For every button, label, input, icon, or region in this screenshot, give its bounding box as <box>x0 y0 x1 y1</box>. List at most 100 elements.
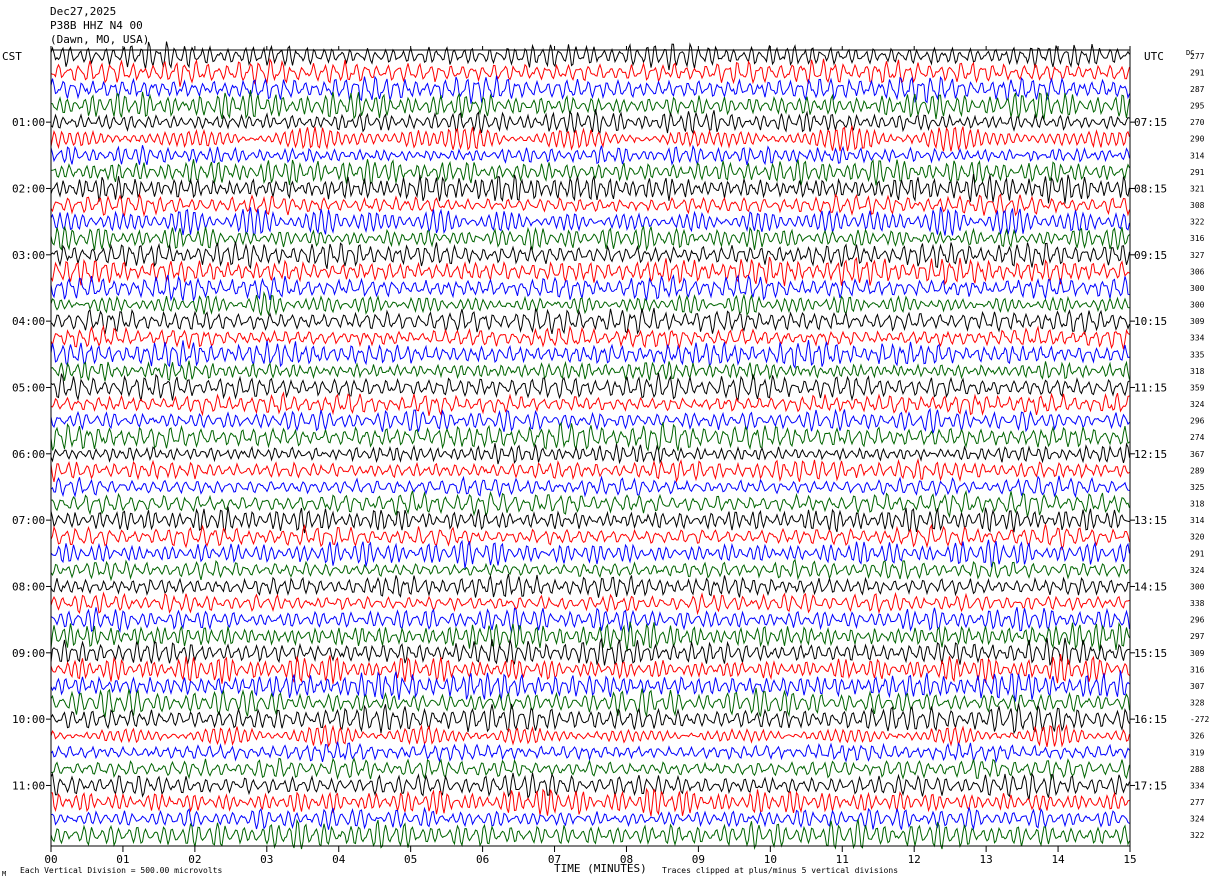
left-hour-label: 11:00 <box>12 779 45 792</box>
dc-offset-value: 334 <box>1190 781 1205 790</box>
trace-line-42 <box>50 723 1130 748</box>
dc-offset-value: 297 <box>1190 632 1205 641</box>
x-tick-label-01: 01 <box>116 853 129 866</box>
dc-offset-value: 274 <box>1190 433 1205 442</box>
dc-offset-value: 288 <box>1190 765 1205 774</box>
right-hour-label: 17:15 <box>1134 779 1167 792</box>
trace-line-27 <box>50 475 1130 499</box>
right-hour-label: 08:15 <box>1134 182 1167 195</box>
scale-note: Each Vertical Division = 500.00 microvol… <box>20 866 223 875</box>
dc-offset-value: 300 <box>1190 582 1205 591</box>
x-tick-label-09: 09 <box>692 853 705 866</box>
dc-offset-value: 277 <box>1190 52 1205 61</box>
trace-line-39 <box>50 670 1130 702</box>
header-date: Dec27,2025 <box>50 5 117 18</box>
axis-group <box>46 46 1135 852</box>
right-hour-label: 09:15 <box>1134 249 1167 262</box>
clip-note: Traces clipped at plus/minus 5 vertical … <box>662 866 899 875</box>
dc-offset-value: 324 <box>1190 400 1205 409</box>
x-tick-label-13: 13 <box>980 853 993 866</box>
trace-line-40 <box>50 687 1130 718</box>
trace-line-13 <box>50 241 1130 270</box>
dc-offset-value: 287 <box>1190 85 1205 94</box>
dc-offset-value: 314 <box>1190 151 1205 160</box>
trace-line-17 <box>50 307 1130 336</box>
trace-line-26 <box>50 457 1130 483</box>
dc-offset-value: 367 <box>1190 450 1205 459</box>
trace-line-4 <box>50 89 1130 120</box>
dc-offset-value: 307 <box>1190 682 1205 691</box>
trace-line-28 <box>50 489 1130 519</box>
trace-line-41 <box>50 703 1130 735</box>
dc-offset-value: 338 <box>1190 599 1205 608</box>
trace-line-48 <box>50 818 1130 850</box>
dc-offset-value: 319 <box>1190 748 1205 757</box>
right-hour-label: 16:15 <box>1134 713 1167 726</box>
trace-line-9 <box>50 173 1130 204</box>
trace-line-20 <box>50 360 1130 382</box>
dc-offset-value: 324 <box>1190 815 1205 824</box>
trace-line-29 <box>50 506 1130 534</box>
right-hour-label: 15:15 <box>1134 647 1167 660</box>
left-hour-label: 04:00 <box>12 315 45 328</box>
x-tick-label-14: 14 <box>1051 853 1065 866</box>
dc-offset-value: 359 <box>1190 383 1205 392</box>
left-hour-label: 10:00 <box>12 713 45 726</box>
x-tick-label-11: 11 <box>836 853 849 866</box>
trace-line-24 <box>50 421 1130 452</box>
header-station: P38B HHZ N4 00 <box>50 19 143 32</box>
x-tick-label-05: 05 <box>404 853 417 866</box>
x-tick-label-06: 06 <box>476 853 489 866</box>
right-hour-label: 11:15 <box>1134 381 1167 394</box>
trace-group <box>50 41 1130 850</box>
trace-line-8 <box>50 158 1130 186</box>
trace-line-10 <box>50 192 1130 218</box>
right-hour-label: 13:15 <box>1134 514 1167 527</box>
dc-offset-value: 306 <box>1190 267 1205 276</box>
x-tick-label-15: 15 <box>1123 853 1136 866</box>
tick-label-group: 00 01 02 03 04 05 06 07 08 09 10 11 12 13 14 15 01:00 02:… <box>12 52 1209 866</box>
trace-line-14 <box>50 256 1130 287</box>
dc-offset-value: 277 <box>1190 798 1205 807</box>
left-hour-label: 09:00 <box>12 647 45 660</box>
dc-offset-value: 322 <box>1190 218 1205 227</box>
dc-offset-value: 314 <box>1190 516 1205 525</box>
trace-line-6 <box>50 125 1130 152</box>
dc-offset-value: 326 <box>1190 732 1205 741</box>
trace-line-46 <box>51 787 1130 817</box>
trace-line-5 <box>50 109 1130 135</box>
x-tick-label-08: 08 <box>620 853 633 866</box>
dc-offset-value: 320 <box>1190 533 1205 542</box>
trace-line-15 <box>50 274 1130 303</box>
dc-offset-value: 316 <box>1190 234 1205 243</box>
dc-offset-value: 308 <box>1190 201 1205 210</box>
trace-line-11 <box>50 206 1130 237</box>
dc-offset-value: 335 <box>1190 350 1205 359</box>
dc-offset-value: 291 <box>1190 68 1205 77</box>
dc-offset-value: 270 <box>1190 118 1205 127</box>
dc-offset-value: 327 <box>1190 251 1205 260</box>
logo-mark: M <box>2 870 7 878</box>
trace-line-23 <box>50 407 1130 434</box>
left-hour-label: 05:00 <box>12 381 45 394</box>
dc-offset-value: 296 <box>1190 616 1205 625</box>
trace-line-21 <box>50 373 1130 402</box>
trace-line-33 <box>50 573 1130 598</box>
trace-line-36 <box>50 621 1130 652</box>
dc-offset-value: 324 <box>1190 566 1205 575</box>
dc-offset-header: DC <box>1186 49 1195 57</box>
left-hour-label: 02:00 <box>12 182 45 195</box>
trace-line-7 <box>50 144 1130 166</box>
trace-line-35 <box>50 607 1130 633</box>
dc-offset-value: 300 <box>1190 301 1205 310</box>
trace-line-22 <box>50 391 1130 417</box>
right-hour-label: 07:15 <box>1134 116 1167 129</box>
trace-line-2 <box>50 58 1130 87</box>
dc-offset-value: -272 <box>1190 715 1209 724</box>
left-hour-label: 06:00 <box>12 448 45 461</box>
dc-offset-value: 328 <box>1190 699 1205 708</box>
x-tick-label-04: 04 <box>332 853 346 866</box>
trace-line-45 <box>50 772 1130 800</box>
dc-offset-value: 291 <box>1190 168 1205 177</box>
